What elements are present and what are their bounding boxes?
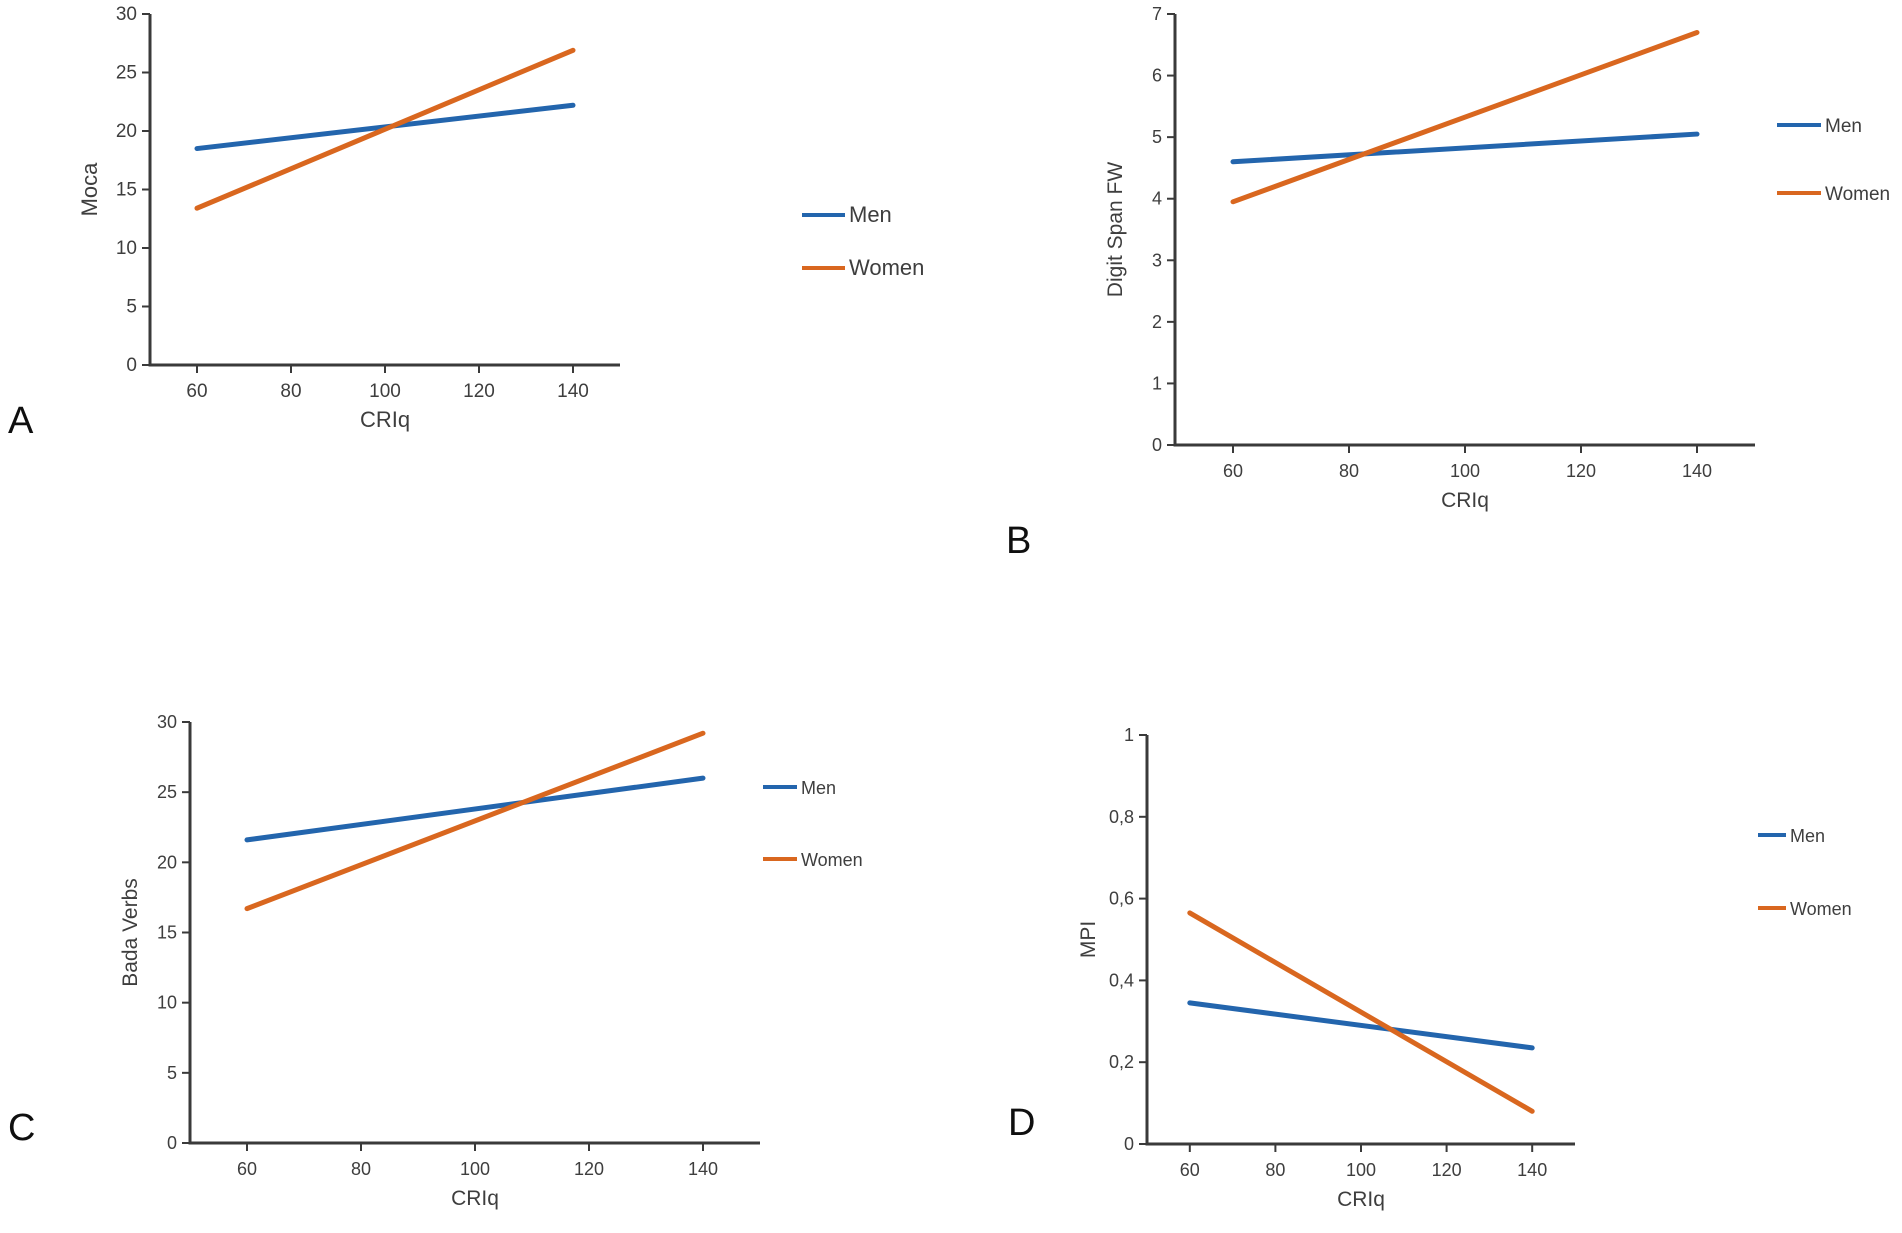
x-tick-label: 120 (463, 381, 495, 402)
y-tick-label: 6 (1152, 66, 1162, 86)
panel-a-legend: Men Women (802, 202, 924, 280)
x-tick-label: 60 (1180, 1160, 1200, 1180)
panel-a: 0 5 10 15 20 25 30 60 80 100 120 140 CRIq Moca Men Wome… (8, 4, 924, 442)
legend-item-women: Women (1758, 899, 1852, 919)
legend-item-women: Women (802, 255, 924, 280)
legend-label-women: Women (801, 850, 863, 870)
legend-label-men: Men (849, 202, 892, 227)
y-tick-label: 7 (1152, 4, 1162, 24)
panel-d-axes (1145, 735, 1575, 1146)
x-tick-label: 80 (280, 381, 301, 402)
x-tick-label: 60 (237, 1159, 257, 1179)
panel-c: 0 5 10 15 20 25 30 60 80 100 120 140 CRIq Bada Verbs M… (8, 712, 863, 1210)
panel-b-axes (1173, 14, 1755, 447)
panel-letter-b: B (1006, 520, 1031, 562)
y-tick-label: 20 (157, 852, 177, 872)
y-tick-label: 3 (1152, 250, 1162, 270)
panel-d-legend: Men Women (1758, 826, 1852, 919)
y-tick-label: 20 (116, 121, 137, 142)
y-tick-label: 1 (1124, 725, 1134, 745)
panel-a-axes (148, 14, 620, 367)
panel-letter-a: A (8, 400, 34, 442)
y-tick-label: 0,4 (1109, 970, 1134, 990)
panel-b-legend: Men Women (1777, 116, 1890, 205)
panel-c-axes (188, 722, 760, 1145)
y-tick-label: 10 (157, 993, 177, 1013)
y-tick-label: 0 (1124, 1134, 1134, 1154)
y-tick-label: 0,6 (1109, 889, 1134, 909)
y-tick-label: 30 (157, 712, 177, 732)
legend-label-women: Women (1825, 184, 1890, 205)
x-tick-label: 140 (557, 381, 589, 402)
y-axis-label: MPI (1077, 921, 1100, 958)
y-tick-label: 25 (116, 63, 137, 84)
x-tick-label: 120 (1432, 1160, 1462, 1180)
legend-item-men: Men (802, 202, 892, 227)
x-tick-label: 100 (460, 1159, 490, 1179)
x-tick-label: 100 (369, 381, 401, 402)
legend-label-men: Men (1790, 826, 1825, 846)
x-tick-label: 120 (574, 1159, 604, 1179)
panel-letter-d: D (1008, 1102, 1035, 1144)
y-tick-label: 10 (116, 238, 137, 259)
y-tick-label: 0 (167, 1133, 177, 1153)
x-axis-label: CRIq (1337, 1188, 1385, 1211)
x-tick-label: 80 (1265, 1160, 1285, 1180)
x-tick-label: 80 (1339, 461, 1359, 481)
y-tick-label: 2 (1152, 312, 1162, 332)
panel-d: 0 0,2 0,4 0,6 0,8 1 60 80 100 120 140 CRIq MPI Men Wom… (1008, 725, 1852, 1211)
panel-d-men-line (1187, 1000, 1535, 1051)
y-tick-label: 0 (1152, 435, 1162, 455)
x-axis-label: CRIq (451, 1187, 499, 1210)
y-tick-label: 4 (1152, 189, 1162, 209)
x-tick-label: 100 (1450, 461, 1480, 481)
x-tick-label: 140 (1517, 1160, 1547, 1180)
panel-c-women-line (244, 730, 706, 912)
y-tick-label: 15 (116, 180, 137, 201)
panel-b: 0 1 2 3 4 5 6 7 60 80 100 120 140 CRIq Digit Span FW Me… (1006, 4, 1890, 562)
panel-b-women-line (1230, 29, 1700, 205)
legend-item-men: Men (1777, 116, 1862, 137)
legend-label-women: Women (1790, 899, 1852, 919)
panel-b-men-line (1230, 131, 1700, 165)
panel-letter-c: C (8, 1107, 35, 1149)
y-tick-label: 0,8 (1109, 807, 1134, 827)
panel-c-legend: Men Women (763, 778, 863, 870)
x-axis-label: CRIq (360, 407, 410, 432)
x-tick-label: 140 (688, 1159, 718, 1179)
y-tick-label: 15 (157, 923, 177, 943)
y-tick-label: 5 (126, 297, 137, 318)
legend-label-women: Women (849, 255, 924, 280)
y-axis-label: Moca (77, 162, 102, 217)
y-axis-label: Digit Span FW (1104, 162, 1127, 298)
y-tick-label: 5 (167, 1063, 177, 1083)
y-axis-label: Bada Verbs (119, 878, 142, 987)
x-tick-label: 80 (351, 1159, 371, 1179)
panel-d-women-line (1187, 910, 1535, 1114)
legend-label-men: Men (801, 778, 836, 798)
panel-a-women-line (194, 47, 576, 211)
legend-label-men: Men (1825, 116, 1862, 137)
y-tick-label: 1 (1152, 373, 1162, 393)
y-tick-label: 30 (116, 4, 137, 25)
y-tick-label: 25 (157, 782, 177, 802)
legend-item-men: Men (763, 778, 836, 798)
x-tick-label: 60 (1223, 461, 1243, 481)
x-tick-label: 120 (1566, 461, 1596, 481)
x-tick-label: 140 (1682, 461, 1712, 481)
y-tick-label: 5 (1152, 127, 1162, 147)
panel-c-men-line (244, 775, 706, 843)
x-tick-label: 100 (1346, 1160, 1376, 1180)
y-tick-label: 0,2 (1109, 1052, 1134, 1072)
legend-item-men: Men (1758, 826, 1825, 846)
x-axis-label: CRIq (1441, 489, 1489, 512)
x-tick-label: 60 (186, 381, 207, 402)
legend-item-women: Women (1777, 184, 1890, 205)
y-tick-label: 0 (126, 355, 137, 376)
legend-item-women: Women (763, 850, 863, 870)
